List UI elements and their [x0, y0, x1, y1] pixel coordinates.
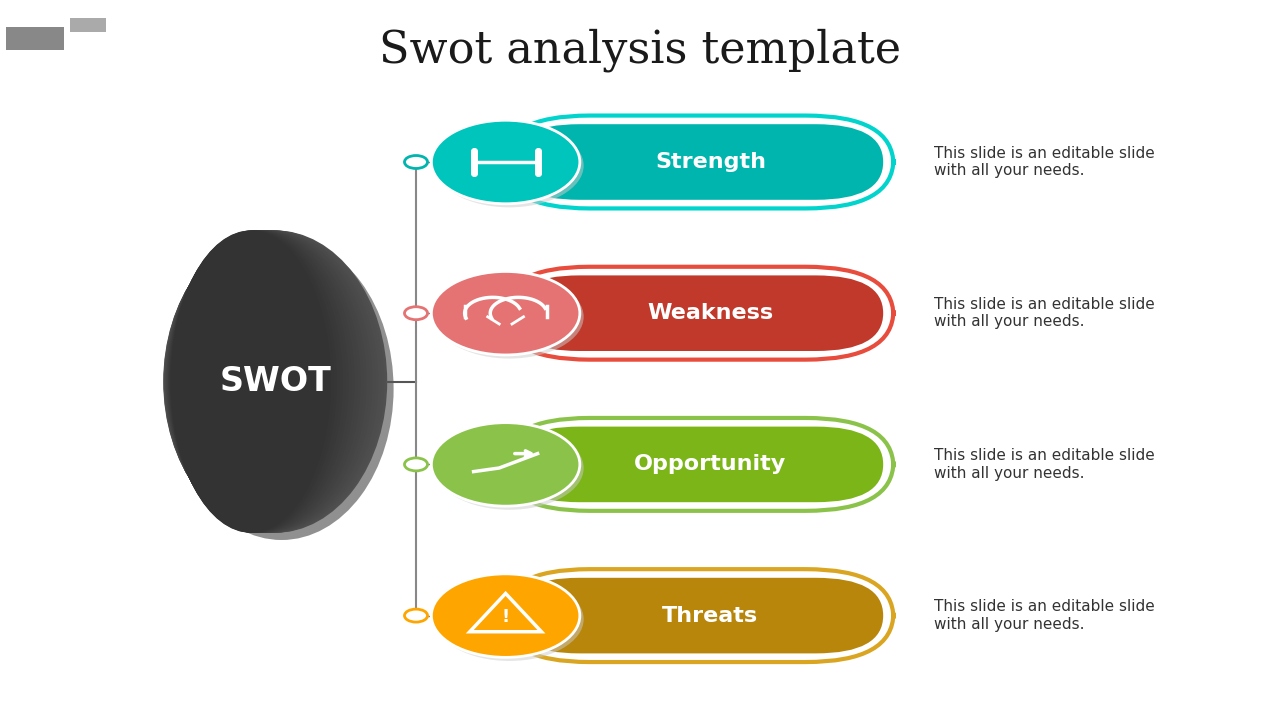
Ellipse shape	[164, 230, 381, 533]
Ellipse shape	[170, 230, 340, 533]
Ellipse shape	[168, 230, 352, 533]
FancyBboxPatch shape	[6, 27, 64, 50]
Ellipse shape	[170, 230, 337, 533]
Circle shape	[431, 120, 580, 204]
Ellipse shape	[166, 230, 361, 533]
FancyBboxPatch shape	[512, 124, 883, 200]
Circle shape	[404, 307, 428, 320]
Ellipse shape	[165, 230, 370, 533]
Ellipse shape	[170, 238, 394, 540]
Ellipse shape	[166, 230, 364, 533]
Circle shape	[404, 458, 428, 471]
Ellipse shape	[170, 230, 334, 533]
Circle shape	[404, 156, 428, 168]
Ellipse shape	[169, 230, 348, 533]
Circle shape	[435, 124, 584, 207]
Text: This slide is an editable slide
with all your needs.: This slide is an editable slide with all…	[934, 145, 1155, 179]
Text: Opportunity: Opportunity	[635, 454, 786, 474]
Text: Weakness: Weakness	[648, 303, 773, 323]
Text: This slide is an editable slide
with all your needs.: This slide is an editable slide with all…	[934, 448, 1155, 481]
Ellipse shape	[168, 230, 355, 533]
Text: This slide is an editable slide
with all your needs.: This slide is an editable slide with all…	[934, 599, 1155, 632]
Ellipse shape	[170, 230, 332, 533]
FancyBboxPatch shape	[512, 426, 883, 503]
Circle shape	[431, 574, 580, 657]
Circle shape	[431, 271, 580, 355]
FancyBboxPatch shape	[70, 18, 106, 32]
Ellipse shape	[169, 230, 346, 533]
Ellipse shape	[164, 230, 384, 533]
FancyBboxPatch shape	[512, 577, 883, 654]
Ellipse shape	[165, 230, 372, 533]
FancyBboxPatch shape	[512, 276, 883, 351]
Ellipse shape	[164, 230, 379, 533]
Text: Swot analysis template: Swot analysis template	[379, 29, 901, 72]
Text: This slide is an editable slide
with all your needs.: This slide is an editable slide with all…	[934, 297, 1155, 330]
Circle shape	[435, 577, 584, 661]
Circle shape	[431, 423, 580, 506]
Text: Strength: Strength	[655, 152, 765, 172]
Text: Threats: Threats	[662, 606, 759, 626]
Ellipse shape	[166, 230, 366, 533]
Text: SWOT: SWOT	[219, 365, 332, 398]
Ellipse shape	[168, 230, 357, 533]
Ellipse shape	[165, 230, 375, 533]
Text: !: !	[502, 608, 509, 626]
Circle shape	[435, 275, 584, 359]
Ellipse shape	[164, 230, 387, 533]
Circle shape	[404, 609, 428, 622]
Circle shape	[435, 426, 584, 510]
Ellipse shape	[169, 230, 343, 533]
